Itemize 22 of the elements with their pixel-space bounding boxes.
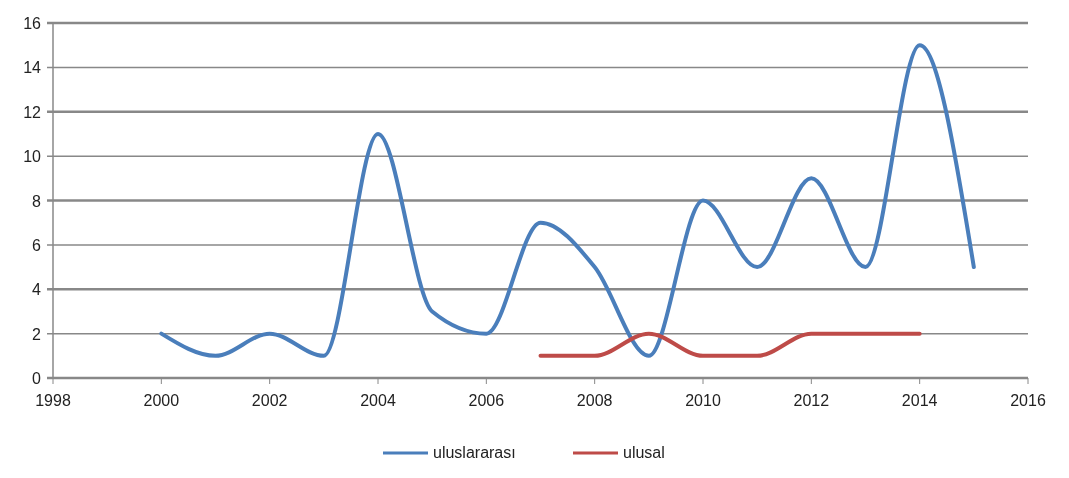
y-tick-label: 16 <box>23 15 42 32</box>
x-tick-label: 2010 <box>685 392 721 409</box>
y-tick-label: 4 <box>32 281 42 299</box>
legend-label: ulusal <box>623 444 665 461</box>
y-tick-label: 12 <box>23 103 42 121</box>
x-tick-label: 2008 <box>576 392 613 409</box>
x-tick-label: 2012 <box>793 392 830 409</box>
y-tick-label: 10 <box>23 148 42 166</box>
y-tick-label: 6 <box>32 236 42 254</box>
y-tick-label: 0 <box>32 370 42 387</box>
line-series <box>159 43 976 358</box>
x-tick-label: 2000 <box>143 392 180 409</box>
y-tick-label: 8 <box>32 192 42 210</box>
x-tick-label: 2006 <box>468 392 505 409</box>
x-tick-label: 1998 <box>35 392 71 409</box>
legend-label: uluslararası <box>433 444 516 461</box>
y-tick-label: 14 <box>23 59 42 77</box>
x-tick-label: 2016 <box>1010 392 1046 409</box>
y-tick-label: 2 <box>32 325 42 343</box>
x-tick-label: 2002 <box>251 392 288 409</box>
x-tick-label: 2004 <box>360 392 396 409</box>
x-tick-label: 2014 <box>901 392 938 409</box>
